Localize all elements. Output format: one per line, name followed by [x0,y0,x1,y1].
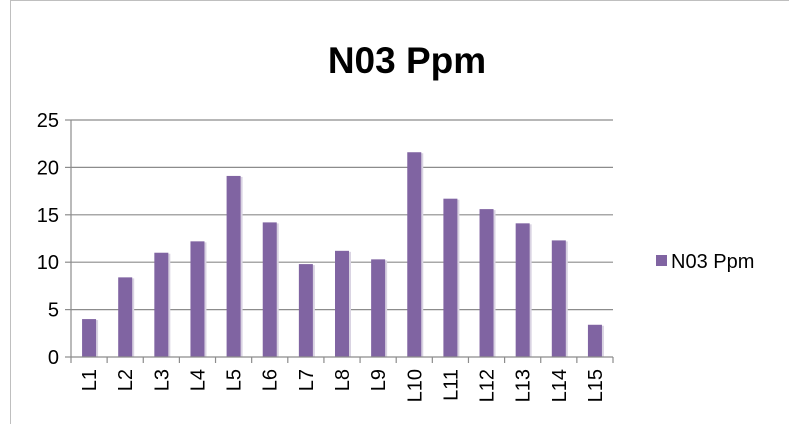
bar-l4 [190,241,204,357]
bars [82,152,604,357]
bar-l5 [227,176,241,357]
x-tick-label: L10 [404,369,426,402]
bar-l9 [371,259,385,357]
y-tick-label: 10 [37,252,59,274]
y-tick-label: 20 [37,157,59,179]
x-tick-label: L6 [260,369,282,391]
x-tick-label: L5 [224,369,246,391]
bar-l3 [154,253,168,357]
bar-l10 [407,152,421,357]
bar-l8 [335,251,349,357]
y-tick-label: 0 [48,347,59,369]
chart-title: N03 Ppm [328,40,486,81]
y-axis-ticks: 0 5 10 15 20 25 [37,110,59,369]
x-tick-label: L9 [368,369,390,391]
x-tick-label: L2 [115,369,137,391]
chart-area: N03 Ppm 0 5 10 15 20 25 L1 L2 L3 L4 L5 L6 L7 L8 L9 L10… [10,0,789,424]
x-tick-label: L14 [549,369,571,402]
x-axis-ticks: L1 L2 L3 L4 L5 L6 L7 L8 L9 L10 L11 L12 L13 L14 L15 [79,369,607,402]
bar-l1 [82,319,96,357]
x-tick-label: L12 [477,369,499,402]
y-tick-label: 5 [48,300,59,322]
legend: N03 Ppm [656,251,754,273]
bar-l15 [588,325,602,357]
bar-l7 [299,264,313,357]
x-tick-label: L8 [332,369,354,391]
bar-l6 [263,222,277,357]
bar-l13 [516,223,530,357]
x-tick-label: L1 [79,369,101,391]
x-tick-label: L4 [187,369,209,391]
bar-l12 [480,209,494,357]
x-tick-label: L13 [513,369,535,402]
x-tick-label: L15 [585,369,607,402]
bar-chart: N03 Ppm 0 5 10 15 20 25 L1 L2 L3 L4 L5 L6 L7 L8 L9 L10… [11,1,790,425]
x-tick-label: L7 [296,369,318,391]
bar-l11 [443,199,457,357]
x-tick-label: L11 [440,369,462,401]
y-tick-label: 25 [37,110,59,132]
x-tick-label: L3 [151,369,173,391]
bar-l14 [552,240,566,357]
y-tick-label: 15 [37,205,59,227]
legend-label: N03 Ppm [671,251,754,273]
legend-swatch [656,255,667,266]
bar-l2 [118,277,132,357]
